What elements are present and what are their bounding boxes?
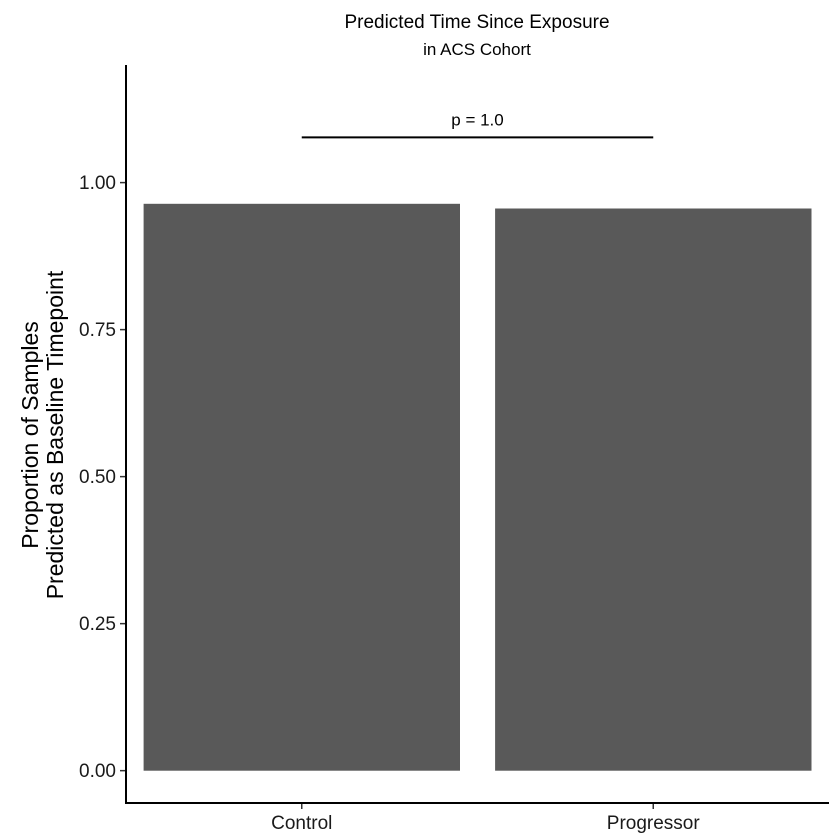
bars-layer <box>143 203 812 771</box>
y-tick-label: 0.50 <box>79 467 116 488</box>
y-axis-title-line-1: Proportion of Samples <box>17 321 43 549</box>
chart-subtitle: in ACS Cohort <box>423 40 531 59</box>
p-value-label: p = 1.0 <box>451 110 503 129</box>
bar-control <box>143 203 460 771</box>
y-axis-title: Proportion of Samples Predicted as Basel… <box>17 270 68 599</box>
x-axis-ticks: Control Progressor <box>271 803 700 834</box>
y-tick-label: 0.75 <box>79 320 116 341</box>
y-tick-label: 0.25 <box>79 614 116 635</box>
y-tick-label: 1.00 <box>79 173 116 194</box>
bar-progressor <box>495 208 812 771</box>
y-axis-ticks: 0.00 0.25 0.50 0.75 1.00 <box>79 173 126 782</box>
y-axis-title-line-2: Predicted as Baseline Timepoint <box>42 270 68 599</box>
x-tick-label-progressor: Progressor <box>607 813 701 834</box>
significance-annotation: p = 1.0 <box>301 110 654 139</box>
chart-title: Predicted Time Since Exposure <box>344 12 609 33</box>
x-tick-label-control: Control <box>271 813 332 834</box>
y-tick-label: 0.00 <box>79 761 116 782</box>
